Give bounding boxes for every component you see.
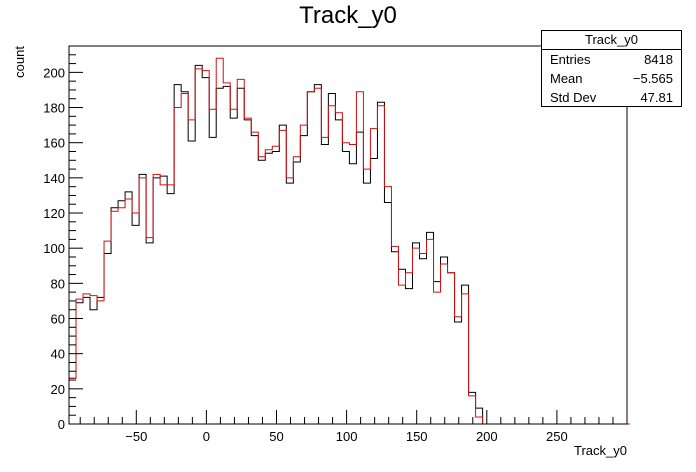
y-tick-label: 200	[43, 65, 65, 80]
y-axis-label: count	[12, 46, 27, 78]
y-tick-label: 80	[51, 276, 65, 291]
histogram-series-0	[69, 64, 630, 425]
y-tick-label: 60	[51, 312, 65, 327]
stats-label: Entries	[550, 52, 591, 67]
stats-title: Track_y0	[542, 31, 681, 50]
x-tick-label: 0	[203, 429, 210, 444]
x-tick-label: 250	[546, 429, 568, 444]
stats-value: −5.565	[632, 71, 673, 86]
stats-value: 8418	[644, 52, 673, 67]
stats-row-entries: Entries 8418	[542, 50, 681, 69]
stats-label: Mean	[550, 71, 583, 86]
y-tick-label: 0	[58, 417, 65, 432]
x-tick-label: 200	[476, 429, 498, 444]
plot-frame	[68, 45, 628, 425]
y-tick-label: 140	[43, 171, 65, 186]
chart-title: Track_y0	[299, 2, 397, 29]
y-tick-label: 160	[43, 136, 65, 151]
stats-label: Std Dev	[550, 90, 597, 105]
x-tick-label: 100	[336, 429, 358, 444]
stats-box: Track_y0 Entries 8418 Mean −5.565 Std De…	[541, 30, 682, 107]
x-tick-label: 50	[269, 429, 283, 444]
stats-row-mean: Mean −5.565	[542, 69, 681, 88]
x-axis-label: Track_y0	[574, 443, 627, 458]
y-tick-label: 180	[43, 101, 65, 116]
stats-row-stddev: Std Dev 47.81	[542, 88, 681, 107]
y-tick-label: 20	[51, 382, 65, 397]
y-tick-label: 120	[43, 206, 65, 221]
y-tick-label: 100	[43, 241, 65, 256]
stats-value: 47.81	[640, 90, 673, 105]
y-tick-label: 40	[51, 347, 65, 362]
histogram-series-1	[69, 57, 630, 425]
x-tick-label: −50	[125, 429, 147, 444]
x-tick-label: 150	[406, 429, 428, 444]
